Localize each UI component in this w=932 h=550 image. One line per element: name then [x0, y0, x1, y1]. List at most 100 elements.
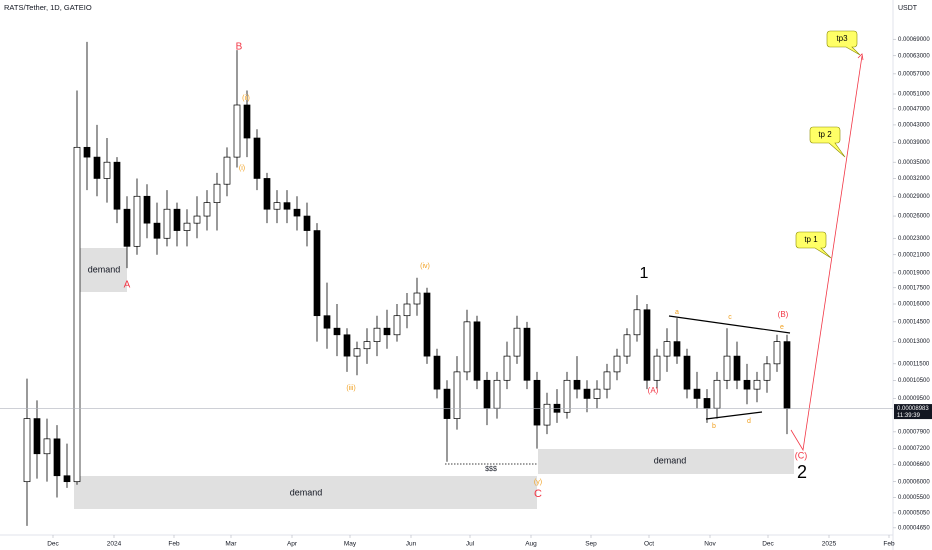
- x-tick-label: May: [344, 541, 357, 548]
- wave-label: (C): [795, 450, 808, 460]
- wave-label: (A): [648, 386, 659, 395]
- wave-label: e: [780, 324, 784, 331]
- candle-body: [673, 341, 681, 357]
- candle-body: [113, 161, 121, 210]
- candle-body: [703, 398, 711, 409]
- candle-body: [783, 341, 791, 409]
- x-tick-label: Oct: [644, 541, 654, 548]
- candle-body: [53, 438, 61, 477]
- y-tick-label: 0.00009500: [898, 396, 930, 402]
- candle-body: [383, 327, 391, 336]
- candle-body: [573, 379, 581, 390]
- candle-body: [23, 418, 31, 483]
- candle-body: [723, 355, 731, 381]
- candle-body: [563, 379, 571, 413]
- candle-body: [73, 146, 81, 483]
- candle-body: [683, 355, 691, 390]
- candle-body: [43, 438, 51, 455]
- candle-body: [363, 341, 371, 350]
- projection-arrow: [857, 53, 864, 61]
- candle-body: [223, 156, 231, 185]
- last-price-box: [894, 404, 932, 420]
- candle-body: [753, 379, 761, 390]
- wave-label: 2: [797, 462, 807, 482]
- candle-body: [83, 146, 91, 158]
- candle-body: [483, 379, 491, 409]
- y-tick-label: 0.00021000: [898, 252, 930, 258]
- y-tick-label: 0.00026000: [898, 214, 930, 220]
- wave-label: (ii): [242, 95, 250, 102]
- x-tick-label: Nov: [704, 541, 716, 548]
- candle-body: [513, 327, 521, 357]
- candle-body: [243, 104, 251, 139]
- candle-body: [123, 208, 131, 247]
- candle-body: [433, 355, 441, 390]
- y-tick-label: 0.00006600: [898, 462, 930, 468]
- countdown-label: 11:39:39: [897, 413, 921, 419]
- candle-body: [623, 334, 631, 357]
- trend-line: [705, 411, 763, 420]
- wave-label: 1: [640, 265, 649, 282]
- candle-body: [293, 208, 301, 217]
- y-tick-label: 0.00035000: [898, 160, 930, 166]
- y-tick-label: 0.00047000: [898, 106, 930, 112]
- candle-body: [733, 355, 741, 381]
- candles: [23, 41, 791, 526]
- target-callout: tp 1: [795, 231, 832, 259]
- projection-line: [790, 55, 863, 452]
- y-tick-label: 0.00006000: [898, 479, 930, 485]
- target-label: tp3: [836, 34, 848, 43]
- candle-body: [253, 137, 261, 179]
- candle-body: [713, 379, 721, 409]
- candle-body: [203, 202, 211, 217]
- candle-body: [493, 379, 501, 409]
- candle-body: [423, 292, 431, 357]
- zone-label: demand: [654, 455, 687, 465]
- wave-label: (y): [534, 479, 542, 486]
- wave-label: B: [236, 42, 243, 53]
- x-tick-label: Dec: [762, 541, 774, 548]
- candle-body: [643, 309, 651, 381]
- demand-zone: [78, 248, 127, 292]
- candle-body: [103, 161, 111, 179]
- y-tick-label: 0.00051000: [898, 92, 930, 98]
- target-label: tp 2: [818, 130, 832, 139]
- candle-body: [133, 195, 141, 247]
- candle-body: [503, 355, 511, 381]
- y-tick-label: 0.00014500: [898, 319, 930, 325]
- candle-body: [613, 355, 621, 373]
- candle-body: [583, 388, 591, 399]
- candle-body: [743, 379, 751, 390]
- candle-body: [763, 363, 771, 381]
- callout-box: [795, 231, 832, 259]
- wave-label: c: [728, 314, 732, 321]
- candle-body: [593, 388, 601, 399]
- x-tick-label: Mar: [225, 541, 237, 548]
- trend-line: [668, 315, 791, 334]
- callout-box: [826, 30, 861, 56]
- wave-label: (iii): [346, 385, 355, 392]
- demand-zone: [74, 476, 537, 509]
- x-tick-label: Jun: [406, 541, 417, 548]
- candle-body: [353, 348, 361, 357]
- candle-body: [653, 355, 661, 381]
- wave-label: C: [534, 488, 542, 500]
- candle-body: [323, 315, 331, 329]
- candle-body: [163, 208, 171, 239]
- candle-body: [273, 202, 281, 210]
- y-tick-label: 0.00016000: [898, 302, 930, 308]
- y-tick-label: 0.00017500: [898, 285, 930, 291]
- y-tick-label: 0.00023000: [898, 236, 930, 242]
- candle-body: [543, 403, 551, 426]
- x-tick-label: 2025: [822, 541, 837, 548]
- target-callout: tp3: [826, 30, 861, 56]
- candle-body: [63, 475, 71, 483]
- candle-body: [473, 321, 481, 381]
- candle-body: [663, 341, 671, 357]
- demand-zone: [538, 449, 794, 474]
- y-tick-label: 0.00039000: [898, 140, 930, 146]
- y-tick-label: 0.00043000: [898, 123, 930, 129]
- y-tick-label: 0.00069000: [898, 37, 930, 43]
- x-tick-label: Aug: [525, 541, 537, 548]
